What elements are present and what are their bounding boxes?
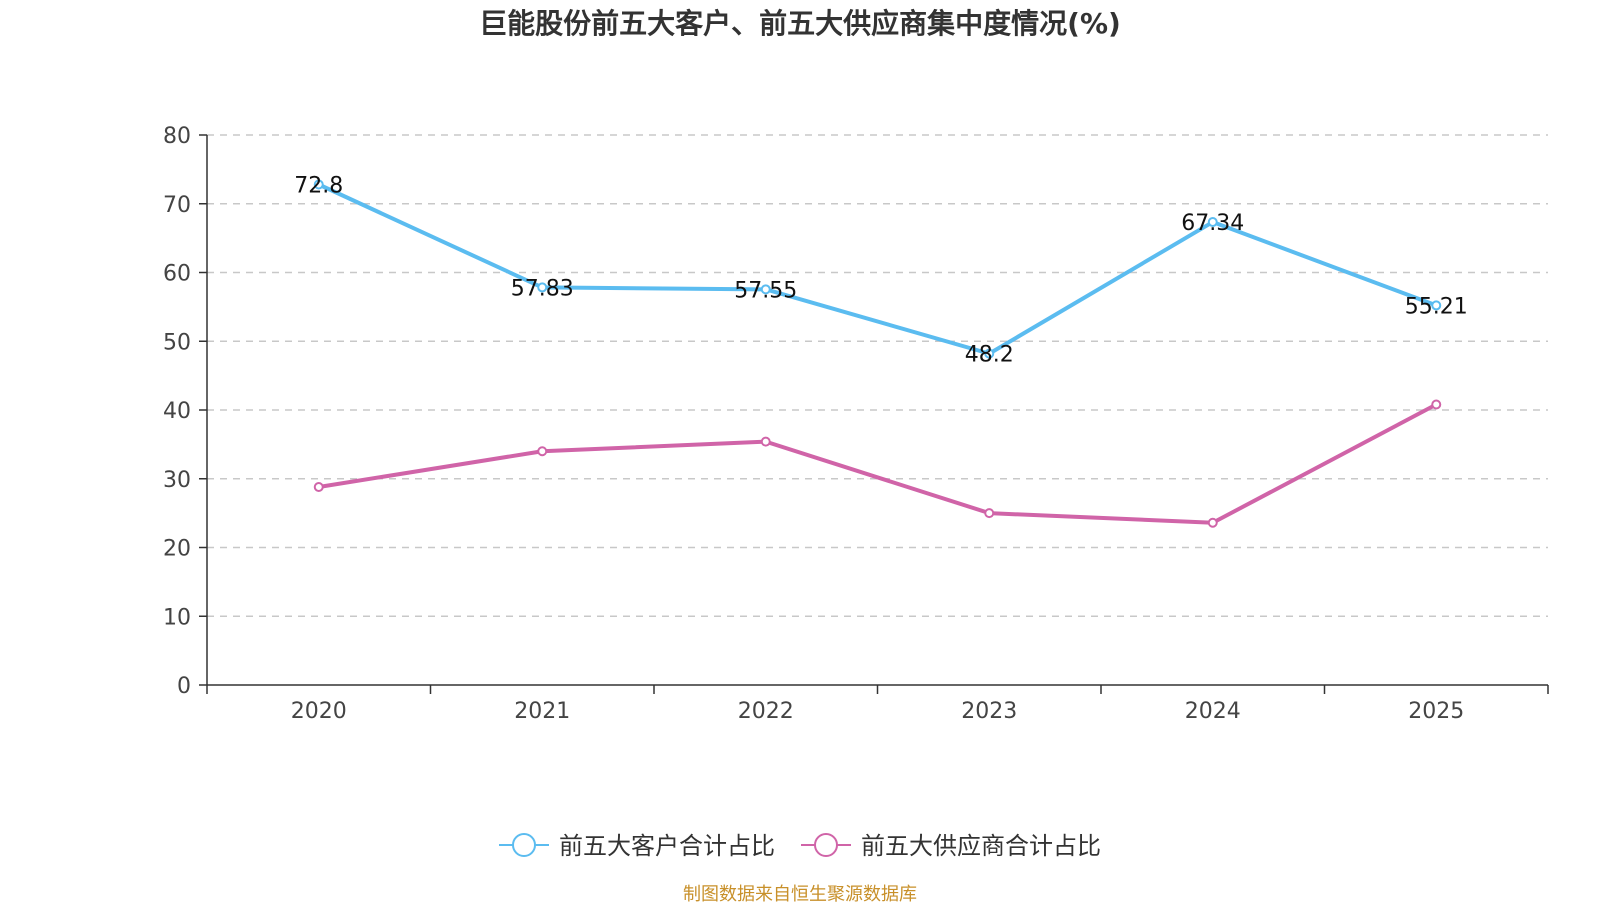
legend-label: 前五大客户合计占比 — [559, 832, 775, 860]
data-point — [1431, 300, 1442, 311]
series-line-2 — [318, 402, 1438, 525]
y-tick-label: 40 — [163, 399, 191, 424]
data-point — [537, 282, 548, 293]
grid-lines — [207, 134, 1548, 617]
data-point — [1207, 517, 1218, 528]
data-labels: 72.8 57.83 57.55 48.2 67.34 55.21 — [294, 174, 1467, 368]
data-label: 48.2 — [965, 343, 1014, 368]
x-tick-label: 2020 — [291, 699, 347, 724]
y-tick-label: 30 — [163, 468, 191, 493]
series-lines — [313, 179, 1442, 528]
data-point — [984, 348, 995, 359]
source-note: 制图数据来自恒生聚源数据库 — [683, 884, 917, 905]
y-tick-label: 50 — [163, 330, 191, 355]
y-tick-label: 60 — [163, 262, 191, 287]
y-tick-label: 0 — [177, 674, 191, 699]
data-point — [760, 436, 771, 447]
x-tick-label: 2021 — [514, 699, 570, 724]
legend-marker — [814, 833, 838, 857]
x-tick-label: 2023 — [961, 699, 1017, 724]
data-label: 57.55 — [734, 278, 797, 303]
axes: 0 10 20 30 40 50 60 70 80 2020 2021 2022 2023 2024 202… — [163, 124, 1549, 724]
data-point — [760, 284, 771, 295]
data-point — [313, 482, 324, 492]
data-label: 67.34 — [1181, 211, 1244, 236]
legend-item-2[interactable]: 前五大供应商合计占比 — [801, 832, 1101, 860]
x-tick-label: 2022 — [738, 699, 794, 724]
data-label: 57.83 — [511, 276, 574, 301]
data-point — [984, 508, 995, 519]
data-point — [313, 179, 324, 190]
data-point — [1207, 217, 1218, 228]
legend-item-1[interactable]: 前五大客户合计占比 — [499, 832, 775, 860]
x-tick-label: 2025 — [1408, 699, 1464, 724]
legend[interactable]: 前五大客户合计占比 前五大供应商合计占比 — [499, 832, 1101, 860]
data-label: 55.21 — [1405, 294, 1468, 319]
y-tick-label: 70 — [163, 193, 191, 218]
data-point — [1431, 399, 1442, 410]
data-point — [537, 446, 548, 457]
y-tick-label: 10 — [163, 605, 191, 630]
y-tick-label: 80 — [163, 124, 191, 149]
chart-title: 巨能股份前五大客户、前五大供应商集中度情况(%) — [479, 7, 1121, 40]
series-line-1 — [317, 182, 1437, 356]
x-tick-label: 2024 — [1185, 699, 1241, 724]
data-label: 72.8 — [294, 174, 343, 199]
legend-label: 前五大供应商合计占比 — [861, 832, 1101, 860]
legend-marker — [512, 833, 536, 857]
y-tick-label: 20 — [163, 537, 191, 562]
